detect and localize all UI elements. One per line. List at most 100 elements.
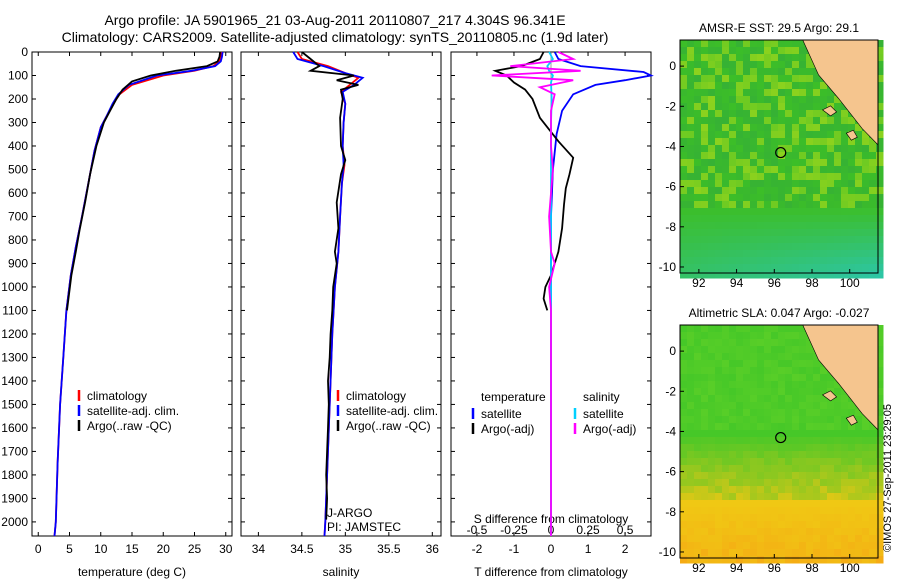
- map-cell: [785, 339, 793, 347]
- map-cell: [687, 68, 695, 76]
- map-cell: [743, 493, 751, 501]
- map-cell: [701, 96, 709, 104]
- map-cell: [708, 437, 716, 445]
- map-cell: [785, 430, 793, 438]
- map-cell: [778, 395, 786, 403]
- temperature-xlabel: temperature (deg C): [78, 565, 186, 579]
- map-cell: [687, 325, 695, 333]
- x-tick-label: 30: [219, 542, 233, 556]
- map-cell: [778, 360, 786, 368]
- map-cell: [771, 264, 779, 272]
- map-cell: [771, 451, 779, 459]
- map-cell: [820, 166, 828, 174]
- map-cell: [806, 353, 814, 361]
- map-cell: [715, 222, 723, 230]
- map-cell: [694, 465, 702, 473]
- map-cell: [834, 451, 842, 459]
- sst_map-frame: [679, 39, 879, 274]
- map-cell: [855, 465, 863, 473]
- map-cell: [827, 187, 835, 195]
- map-cell: [743, 68, 751, 76]
- map-cell: [820, 465, 828, 473]
- map-cell: [757, 117, 765, 125]
- map-cell: [694, 367, 702, 375]
- map-cell: [834, 500, 842, 508]
- map-cell: [736, 117, 744, 125]
- map-cell: [743, 117, 751, 125]
- map-cell: [757, 332, 765, 340]
- legend-label: Argo(..raw -QC): [346, 419, 431, 433]
- map-cell: [792, 145, 800, 153]
- map-cell: [701, 353, 709, 361]
- map-cell: [806, 229, 814, 237]
- map-cell: [757, 395, 765, 403]
- map-cell: [806, 423, 814, 431]
- map-cell: [687, 152, 695, 160]
- map-cell: [708, 353, 716, 361]
- map-cell: [687, 173, 695, 181]
- map-cell: [680, 409, 688, 417]
- y-tick-label: -2: [665, 384, 676, 398]
- map-cell: [757, 152, 765, 160]
- map-cell: [694, 243, 702, 251]
- map-cell: [876, 47, 884, 55]
- map-cell: [827, 215, 835, 223]
- map-cell: [806, 479, 814, 487]
- map-cell: [736, 173, 744, 181]
- s-tick-label: 0.5: [617, 523, 634, 537]
- map-cell: [757, 68, 765, 76]
- map-cell: [722, 61, 730, 69]
- map-cell: [743, 243, 751, 251]
- map-cell: [813, 152, 821, 160]
- map-cell: [694, 381, 702, 389]
- map-cell: [708, 187, 716, 195]
- map-cell: [771, 395, 779, 403]
- map-cell: [764, 437, 772, 445]
- map-cell: [869, 187, 877, 195]
- map-cell: [848, 451, 856, 459]
- map-cell: [778, 257, 786, 265]
- salinity-xlabel: salinity: [323, 565, 360, 579]
- map-cell: [827, 507, 835, 515]
- map-cell: [785, 332, 793, 340]
- map-cell: [736, 40, 744, 48]
- map-cell: [694, 187, 702, 195]
- y-tick-label: -10: [659, 545, 677, 559]
- map-cell: [778, 325, 786, 333]
- map-cell: [834, 110, 842, 118]
- map-cell: [813, 180, 821, 188]
- map-cell: [680, 402, 688, 410]
- map-cell: [834, 222, 842, 230]
- map-cell: [834, 535, 842, 543]
- map-cell: [876, 332, 884, 340]
- y-tick-label: -10: [659, 260, 677, 274]
- map-cell: [799, 152, 807, 160]
- map-cell: [792, 528, 800, 536]
- map-cell: [841, 110, 849, 118]
- map-cell: [757, 402, 765, 410]
- map-cell: [722, 374, 730, 382]
- map-cell: [764, 152, 772, 160]
- map-cell: [876, 416, 884, 424]
- map-cell: [834, 395, 842, 403]
- map-cell: [848, 173, 856, 181]
- map-cell: [694, 444, 702, 452]
- map-cell: [771, 416, 779, 424]
- map-cell: [841, 528, 849, 536]
- map-cell: [785, 437, 793, 445]
- map-cell: [701, 229, 709, 237]
- map-cell: [813, 430, 821, 438]
- map-cell: [708, 61, 716, 69]
- map-cell: [743, 535, 751, 543]
- map-cell: [750, 124, 758, 132]
- map-cell: [764, 535, 772, 543]
- map-cell: [743, 187, 751, 195]
- map-cell: [876, 465, 884, 473]
- map-cell: [701, 138, 709, 146]
- map-cell: [694, 458, 702, 466]
- map-cell: [764, 208, 772, 216]
- map-cell: [813, 96, 821, 104]
- y-tick-label: -8: [665, 220, 676, 234]
- map-cell: [722, 500, 730, 508]
- map-cell: [806, 451, 814, 459]
